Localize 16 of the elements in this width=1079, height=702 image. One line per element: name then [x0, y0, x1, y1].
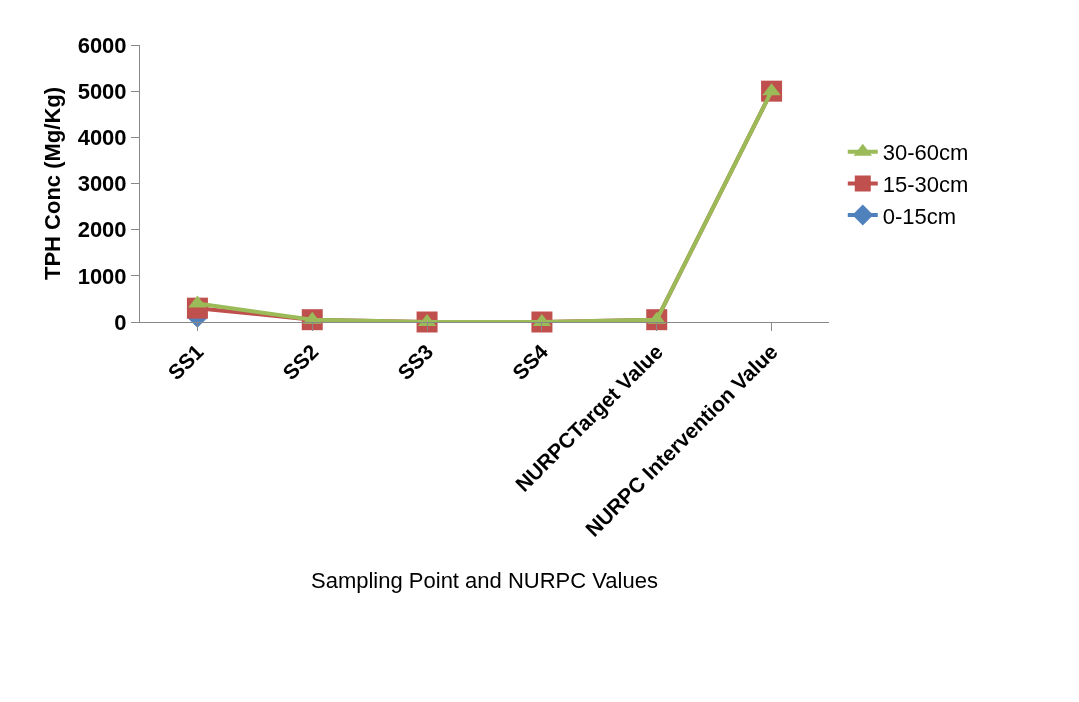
y-tick-label: 4000 [77, 125, 127, 151]
y-tick-label: 5000 [77, 78, 127, 104]
legend-label: 30-60cm [882, 140, 969, 166]
y-tick-label: 0 [114, 309, 127, 335]
y-tick-label: 1000 [77, 263, 127, 289]
y-tick-label: 2000 [77, 217, 127, 243]
x-axis-title: Sampling Point and NURPC Values [311, 568, 658, 593]
x-tick-label: SS4 [507, 339, 553, 385]
x-tick-label: SS3 [393, 339, 438, 385]
legend-label: 0-15cm [882, 203, 957, 229]
y-tick-label: 3000 [77, 171, 127, 197]
x-tick-label: SS1 [163, 339, 208, 385]
y-axis-title: TPH Conc (Mg/Kg) [40, 86, 66, 281]
y-tick-label: 6000 [77, 32, 127, 58]
x-tick-label: SS2 [278, 339, 323, 385]
legend-label: 15-30cm [882, 171, 969, 197]
